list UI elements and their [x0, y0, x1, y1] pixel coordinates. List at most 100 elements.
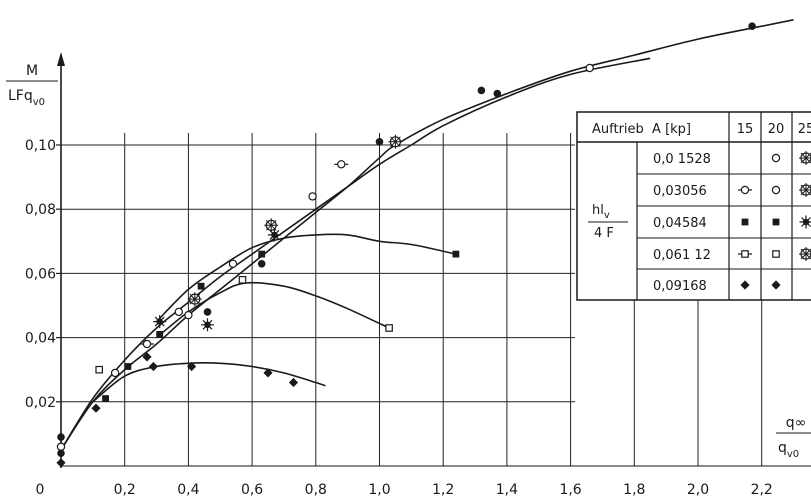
data-point-35 — [477, 86, 486, 95]
data-point-31 — [375, 138, 384, 146]
data-point-27 — [267, 228, 281, 242]
data-point-6 — [102, 395, 109, 402]
y-tick-label: 0,04 — [25, 331, 56, 347]
x-label-num: q∞ — [786, 415, 807, 431]
legend-row-value-2: 0,04584 — [653, 216, 707, 231]
data-point-13 — [156, 331, 164, 338]
x-axis-label: q∞ qv0 — [776, 415, 811, 460]
x-tick-label: 0,2 — [114, 482, 136, 498]
y-tick-label: 0,02 — [25, 395, 56, 411]
x-label-den-wrap: qv0 — [778, 440, 799, 460]
legend-rowlabel-num-wrap: hlv — [592, 203, 610, 221]
origin-label: 0 — [36, 482, 45, 498]
y-tick-label: 0,06 — [25, 266, 56, 282]
fit-curve-1 — [60, 19, 794, 451]
legend-title: Auftrieb A [kp] — [592, 122, 691, 137]
data-point-4 — [95, 365, 103, 374]
legend-symbol-3-1 — [772, 250, 780, 258]
data-point-29 — [308, 192, 317, 201]
fit-curve-4 — [92, 362, 326, 403]
data-point-34 — [452, 250, 460, 258]
data-point-23 — [257, 260, 266, 268]
legend-rowlabel-den: 4 F — [594, 226, 614, 241]
fit-curve-0 — [60, 57, 651, 451]
x-tick-label: 0,4 — [177, 482, 199, 498]
legend-symbol-4-0 — [740, 280, 750, 290]
data-point-7 — [110, 368, 120, 378]
legend-row-value-3: 0,061 12 — [653, 248, 711, 263]
x-tick-label: 0,8 — [305, 482, 327, 498]
legend-symbol-3-2 — [799, 247, 811, 261]
legend-row-value-4: 0,09168 — [653, 279, 707, 294]
legend-symbol-1-2 — [799, 183, 811, 197]
data-point-25 — [263, 368, 273, 378]
x-label-den: q — [778, 440, 787, 456]
tick-labels: 0,2 0,4 0,6 0,8 1,0 1,2 1,4 1,6 1,8 2,0 2,2 0,02 0,0… — [25, 138, 773, 498]
y-label-den: LFq — [8, 88, 33, 104]
legend-symbol-2-0 — [741, 218, 749, 226]
data-point-14 — [174, 307, 184, 317]
data-point-30 — [334, 160, 349, 169]
data-point-38 — [748, 22, 756, 30]
data-point-21 — [228, 259, 238, 268]
legend-row-value-1: 0,03056 — [653, 184, 707, 199]
axes — [57, 52, 811, 468]
legend-symbol-1-1 — [771, 185, 781, 195]
data-point-2 — [57, 449, 65, 457]
x-tick-label: 1,2 — [432, 482, 454, 498]
y-label-den-sub: v0 — [33, 97, 45, 108]
data-point-24 — [258, 250, 266, 258]
data-point-16 — [187, 361, 197, 372]
y-axis-label: M LFqv0 — [6, 63, 58, 108]
fit-curve-2 — [156, 233, 457, 323]
x-tick-label: 2,0 — [687, 482, 709, 498]
legend-symbol-4-1 — [771, 280, 781, 290]
y-tick-label: 0,10 — [25, 138, 56, 154]
y-label-den-wrap: LFqv0 — [8, 88, 45, 108]
fit-curve-3 — [156, 281, 390, 339]
legend-symbol-2-2 — [799, 215, 811, 229]
x-tick-label: 1,8 — [623, 482, 645, 498]
legend-col-1: 20 — [768, 122, 785, 137]
data-point-3 — [56, 458, 66, 468]
data-point-36 — [493, 89, 502, 98]
x-tick-label: 2,2 — [751, 482, 773, 498]
fit-curves — [60, 19, 794, 451]
x-label-den-sub: v0 — [787, 449, 799, 460]
data-point-8 — [124, 363, 132, 370]
data-point-9 — [142, 352, 152, 362]
data-point-19 — [201, 318, 214, 332]
legend-symbol-0-2 — [799, 151, 811, 165]
data-point-11 — [148, 361, 158, 372]
legend-col-2: 25 — [798, 122, 811, 137]
data-point-28 — [288, 377, 299, 388]
x-tick-label: 1,0 — [368, 482, 390, 498]
data-point-0 — [57, 433, 65, 441]
legend-col-0: 15 — [737, 122, 754, 137]
x-tick-label: 1,6 — [559, 482, 581, 498]
legend-table: Auftrieb A [kp] 15 20 25 hlv 4 F 0,0 152… — [576, 111, 811, 301]
legend-symbol-1-0 — [738, 185, 752, 195]
data-point-32 — [385, 324, 393, 332]
data-point-1 — [56, 442, 66, 451]
legend-rowlabel-num: hl — [592, 203, 604, 218]
data-point-15 — [184, 310, 193, 320]
x-tick-label: 1,4 — [496, 482, 518, 498]
legend-symbol-0-1 — [771, 153, 781, 163]
legend-row-value-0: 0,0 1528 — [653, 152, 711, 167]
data-point-22 — [238, 275, 247, 284]
data-point-12 — [153, 315, 167, 329]
data-point-33 — [388, 134, 403, 149]
data-point-18 — [197, 282, 205, 290]
legend-symbols — [738, 151, 811, 290]
legend-symbol-3-0 — [738, 250, 752, 258]
x-tick-label: 0,6 — [241, 482, 263, 498]
legend-symbol-2-1 — [772, 218, 780, 226]
data-point-17 — [187, 292, 202, 307]
data-point-37 — [585, 63, 594, 73]
legend-rowlabel-num-sub: v — [604, 210, 610, 221]
y-axis-arrow — [57, 52, 65, 66]
data-point-20 — [203, 308, 212, 316]
y-tick-label: 0,08 — [25, 202, 56, 218]
